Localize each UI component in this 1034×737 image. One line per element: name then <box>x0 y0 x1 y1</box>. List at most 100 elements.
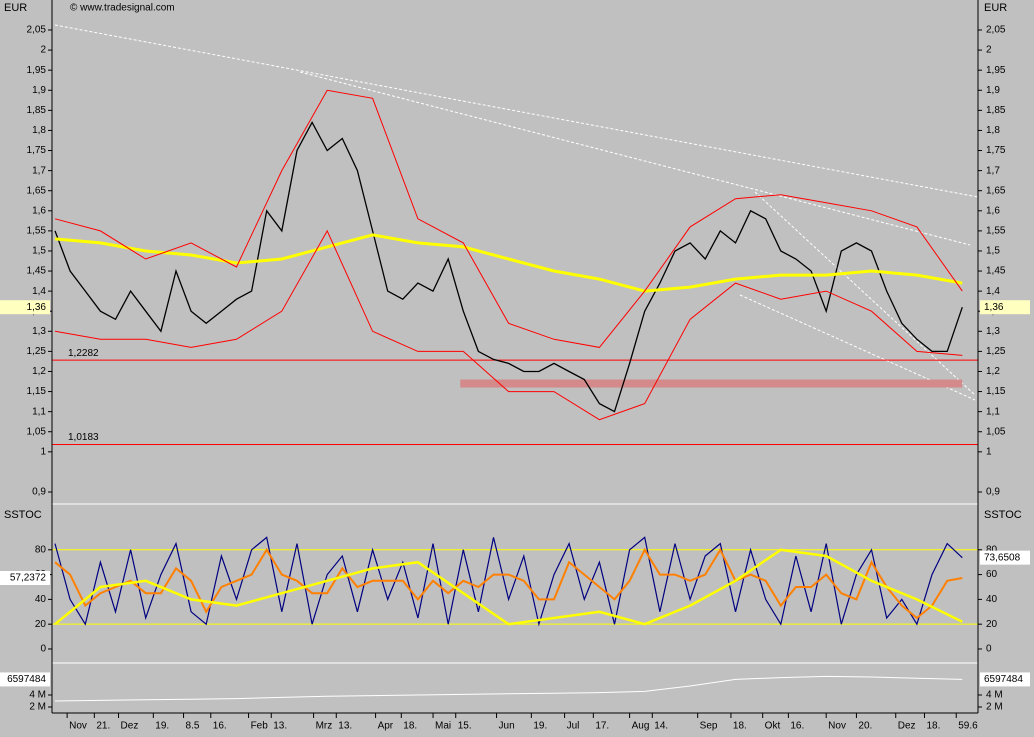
y-tick-label: 1,85 <box>27 105 47 116</box>
y-tick-label: 1,75 <box>27 145 47 156</box>
y-tick-label: 4 M <box>986 690 1003 701</box>
series-line <box>54 121 963 413</box>
x-tick-label: Nov <box>828 721 846 732</box>
last-value-label: 6597484 <box>984 674 1023 685</box>
x-tick-label: Okt <box>765 721 781 732</box>
y-tick-label: 1,9 <box>986 85 1000 96</box>
last-value-box <box>980 550 1030 565</box>
y-tick-label: 1,95 <box>27 65 47 76</box>
y-tick-label: 1,45 <box>27 266 47 277</box>
last-value-label: 1,36 <box>27 302 47 313</box>
y-tick-label: 1,85 <box>986 105 1006 116</box>
y-tick-label: 20 <box>35 619 47 630</box>
x-tick-label: 18. <box>733 721 747 732</box>
y-tick-label: 1,15 <box>27 386 47 397</box>
last-value-box <box>980 672 1030 687</box>
y-tick-label: 1,05 <box>27 426 47 437</box>
last-value-box <box>980 300 1030 315</box>
last-value-label: 1,36 <box>984 302 1004 313</box>
y-tick-label: 1,8 <box>32 125 46 136</box>
y-tick-label: 1,6 <box>32 205 46 216</box>
y-tick-label: 80 <box>986 544 998 555</box>
y-tick-label: 2,05 <box>986 25 1006 36</box>
y-tick-label: 1,2 <box>986 366 1000 377</box>
y-tick-label: 1,5 <box>32 246 46 257</box>
x-tick-label: Apr <box>378 721 394 732</box>
trend-line <box>739 294 976 401</box>
y-tick-label: 1,6 <box>986 205 1000 216</box>
y-tick-label: 2 <box>40 45 46 56</box>
x-tick-label: 20. <box>858 721 872 732</box>
panel-title: SSTOC <box>984 509 1022 521</box>
y-tick-label: 1,3 <box>32 326 46 337</box>
y-tick-label: 1,25 <box>986 346 1006 357</box>
y-tick-label: 2 M <box>986 702 1003 713</box>
x-tick-label: Mrz <box>316 721 333 732</box>
series-line <box>54 548 963 626</box>
y-tick-label: 1,05 <box>986 426 1006 437</box>
y-tick-label: 1,65 <box>986 185 1006 196</box>
x-tick-label: 16. <box>213 721 227 732</box>
y-tick-label: 1,95 <box>986 65 1006 76</box>
y-tick-label: 1,65 <box>27 185 47 196</box>
y-tick-label: 1,9 <box>32 85 46 96</box>
series-line <box>54 89 963 348</box>
x-tick-label: Feb <box>251 721 269 732</box>
series-line <box>54 233 963 293</box>
last-value-box <box>0 672 50 687</box>
y-tick-label: 1,55 <box>986 226 1006 237</box>
x-tick-label: 19. <box>533 721 547 732</box>
y-tick-label: 1,4 <box>32 286 46 297</box>
y-tick-label: 1,55 <box>27 226 47 237</box>
y-tick-label: 1 <box>40 446 46 457</box>
x-tick-label: Jun <box>499 721 515 732</box>
y-tick-label: 0 <box>986 644 992 655</box>
y-tick-label: 60 <box>986 569 998 580</box>
y-tick-label: 1 <box>986 446 992 457</box>
x-tick-label: 19. <box>155 721 169 732</box>
y-tick-label: 40 <box>986 594 998 605</box>
x-tick-label: 8.5 <box>186 721 200 732</box>
y-tick-label: 0,9 <box>32 487 46 498</box>
x-tick-label: 18. <box>403 721 417 732</box>
panel-title: SSTOC <box>4 509 42 521</box>
x-tick-label: 59.6 <box>958 721 978 732</box>
x-tick-label: 14. <box>654 721 668 732</box>
last-value-label: 6597484 <box>7 674 46 685</box>
x-tick-label: Nov <box>69 721 87 732</box>
y-tick-label: 0,9 <box>986 487 1000 498</box>
y-tick-label: 1,1 <box>32 406 46 417</box>
x-tick-label: Dez <box>121 721 139 732</box>
last-value-box <box>0 571 50 586</box>
y-tick-label: 2,05 <box>27 25 47 36</box>
panel-title: EUR <box>984 2 1007 14</box>
y-tick-label: 1,45 <box>986 266 1006 277</box>
y-tick-label: 1,7 <box>32 165 46 176</box>
series-line <box>54 536 963 627</box>
source: © www.tradesignal.com <box>70 3 175 14</box>
x-tick-label: 21. <box>96 721 110 732</box>
series-line <box>54 675 963 702</box>
x-tick-label: 13. <box>338 721 352 732</box>
last-value-label: 57,2372 <box>10 573 47 584</box>
y-tick-label: 1,4 <box>986 286 1000 297</box>
x-tick-label: 18. <box>926 721 940 732</box>
series-line <box>54 229 963 421</box>
y-tick-label: 1,1 <box>986 406 1000 417</box>
x-tick-label: Dez <box>898 721 916 732</box>
level-label: 1,2282 <box>68 348 99 359</box>
x-tick-label: 13. <box>273 721 287 732</box>
y-tick-label: 1,5 <box>986 246 1000 257</box>
y-tick-label: 1,15 <box>986 386 1006 397</box>
y-tick-label: 80 <box>35 544 47 555</box>
y-tick-label: 1,25 <box>27 346 47 357</box>
x-tick-label: 17. <box>595 721 609 732</box>
last-value-box <box>0 300 50 315</box>
x-tick-label: Aug <box>632 721 650 732</box>
y-tick-label: 1,7 <box>986 165 1000 176</box>
x-tick-label: 15. <box>458 721 472 732</box>
y-tick-label: 1,75 <box>986 145 1006 156</box>
y-tick-label: 1,2 <box>32 366 46 377</box>
y-tick-label: 2 <box>986 45 992 56</box>
